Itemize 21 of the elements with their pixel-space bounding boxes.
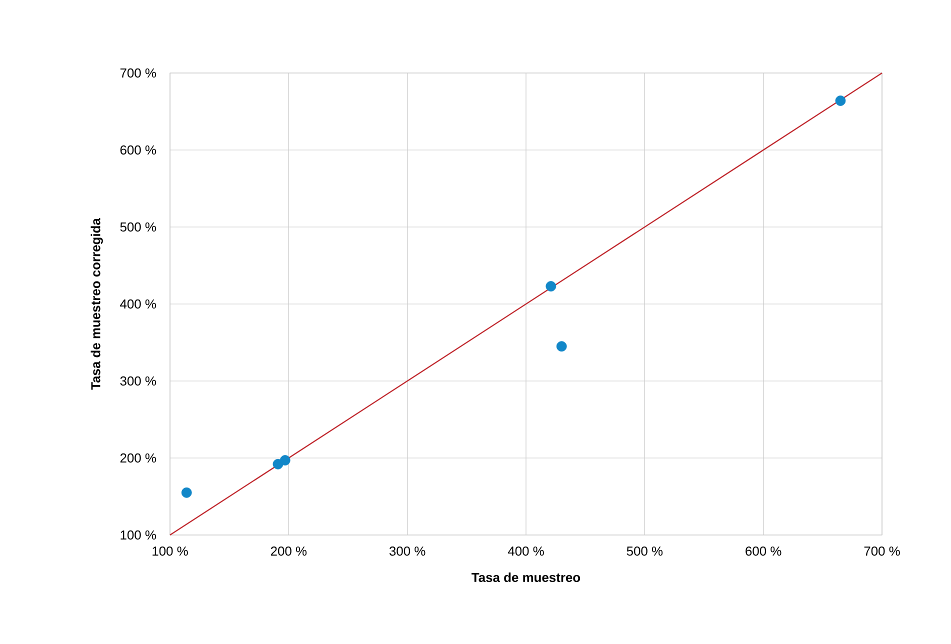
x-tick-label: 600 % bbox=[746, 546, 782, 556]
x-tick-label: 500 % bbox=[626, 546, 663, 556]
y-axis-title: Tasa de muestreo corregida bbox=[90, 218, 103, 390]
x-tick-label: 400 % bbox=[508, 546, 544, 556]
y-tick-label: 600 % bbox=[120, 145, 156, 155]
x-axis-title: Tasa de muestreo bbox=[472, 572, 580, 582]
point bbox=[835, 96, 846, 106]
x-tick-label: 200 % bbox=[270, 546, 307, 556]
x-tick-label: 300 % bbox=[389, 546, 426, 556]
point bbox=[546, 281, 556, 292]
point bbox=[181, 487, 192, 498]
point bbox=[556, 341, 567, 352]
y-tick-label: 500 % bbox=[120, 222, 156, 232]
x-tick-label: 100 % bbox=[152, 546, 188, 556]
y-tick-label: 100 % bbox=[120, 530, 156, 540]
y-tick-label: 200 % bbox=[120, 453, 156, 463]
y-tick-label: 700 % bbox=[120, 68, 156, 78]
y-tick-label: 300 % bbox=[120, 376, 156, 386]
point bbox=[280, 455, 290, 466]
x-tick-label: 700 % bbox=[864, 546, 900, 556]
y-tick-label: 400 % bbox=[120, 299, 156, 309]
